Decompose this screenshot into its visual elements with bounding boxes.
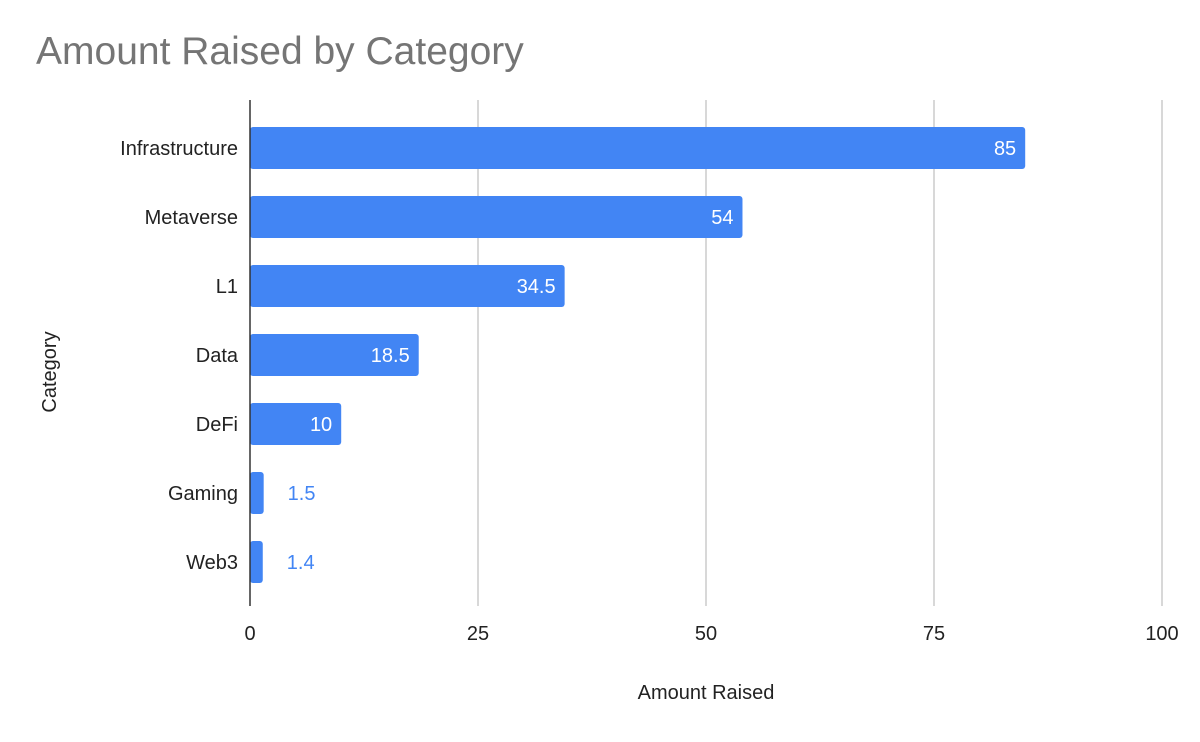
category-label: Metaverse — [145, 207, 238, 229]
category-label: DeFi — [196, 414, 238, 436]
category-label: Gaming — [168, 483, 238, 505]
x-tick-label: 100 — [1145, 623, 1178, 645]
category-label: Infrastructure — [120, 138, 238, 160]
data-label: 85 — [994, 138, 1016, 160]
data-label: 18.5 — [371, 345, 410, 367]
category-label: Data — [196, 345, 239, 367]
labels: 0 25 50 75 100 Infrastructure 85 Metaverse 54 L1 3… — [39, 138, 1179, 704]
bar — [250, 196, 743, 238]
data-label: 1.5 — [288, 483, 316, 505]
bar — [250, 334, 419, 376]
x-tick-label: 25 — [467, 623, 489, 645]
data-label: 34.5 — [517, 276, 556, 298]
bar — [250, 265, 565, 307]
x-tick-label: 75 — [923, 623, 945, 645]
data-label: 54 — [711, 207, 733, 229]
x-tick-label: 0 — [244, 623, 255, 645]
bar — [250, 403, 342, 445]
y-axis-title: Category — [39, 331, 61, 412]
category-label: L1 — [216, 276, 238, 298]
gridlines — [477, 100, 1163, 606]
bar — [250, 127, 1026, 169]
data-label: 10 — [310, 414, 332, 436]
x-axis-title: Amount Raised — [638, 682, 775, 704]
x-tick-label: 50 — [695, 623, 717, 645]
bars — [250, 127, 1026, 583]
bar — [250, 472, 264, 514]
category-label: Web3 — [186, 552, 238, 574]
data-label: 1.4 — [287, 552, 315, 574]
chart-title: Amount Raised by Category — [36, 30, 524, 73]
bar — [250, 541, 263, 583]
